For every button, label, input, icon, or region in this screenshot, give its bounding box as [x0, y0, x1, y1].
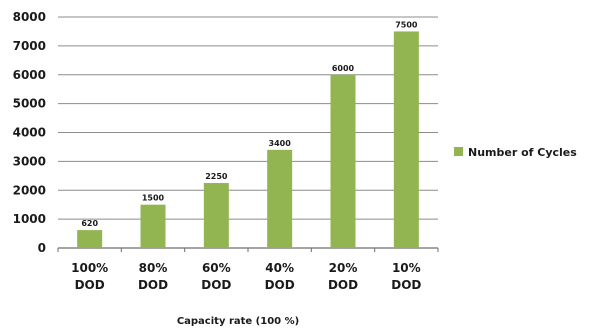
legend-label: Number of Cycles: [468, 146, 577, 159]
bar: [267, 149, 293, 248]
data-label: 1500: [142, 194, 165, 203]
bar: [203, 183, 229, 248]
x-axis-ticks: 100% DOD 80% DOD 60% DOD 40% DOD 20% DOD 10% DOD: [71, 261, 421, 292]
y-tick-label: 4000: [13, 126, 46, 140]
legend-swatch: [454, 147, 463, 156]
y-tick-label: 6000: [13, 68, 46, 82]
y-tick-label: 5000: [13, 97, 46, 111]
x-tick-label: 20%: [329, 261, 358, 275]
x-tick-label: DOD: [328, 278, 358, 292]
x-tick-label: DOD: [201, 278, 231, 292]
data-labels: 620 1500 2250 3400 6000 7500: [81, 20, 418, 228]
x-tick-label: 60%: [202, 261, 231, 275]
data-label: 6000: [332, 64, 355, 73]
x-tick-label: 80%: [139, 261, 168, 275]
bar: [140, 204, 166, 248]
y-tick-label: 3000: [13, 154, 46, 168]
x-axis-title: Capacity rate (100 %): [177, 316, 299, 327]
y-axis-ticks: 0 1000 2000 3000 4000 5000 6000 7000 8000: [13, 10, 46, 255]
bar: [330, 74, 356, 248]
x-tick-label: 100%: [71, 261, 108, 275]
y-tick-label: 7000: [13, 39, 46, 53]
data-label: 620: [81, 219, 98, 228]
y-tick-label: 2000: [13, 183, 46, 197]
data-label: 3400: [269, 139, 292, 148]
x-tick-label: DOD: [391, 278, 421, 292]
x-tick-label: 40%: [265, 261, 294, 275]
x-tick-label: DOD: [75, 278, 105, 292]
y-tick-label: 8000: [13, 10, 46, 24]
legend: Number of Cycles: [454, 146, 577, 159]
bar: [77, 230, 103, 248]
bar: [393, 31, 419, 248]
y-tick-label: 0: [38, 241, 46, 255]
bars: [77, 31, 419, 248]
x-tick-label: DOD: [138, 278, 168, 292]
x-tick-label: DOD: [265, 278, 295, 292]
gridlines: [57, 16, 439, 252]
y-tick-label: 1000: [13, 212, 46, 226]
data-label: 2250: [205, 172, 228, 181]
data-label: 7500: [395, 20, 418, 29]
x-tick-label: 10%: [392, 261, 421, 275]
